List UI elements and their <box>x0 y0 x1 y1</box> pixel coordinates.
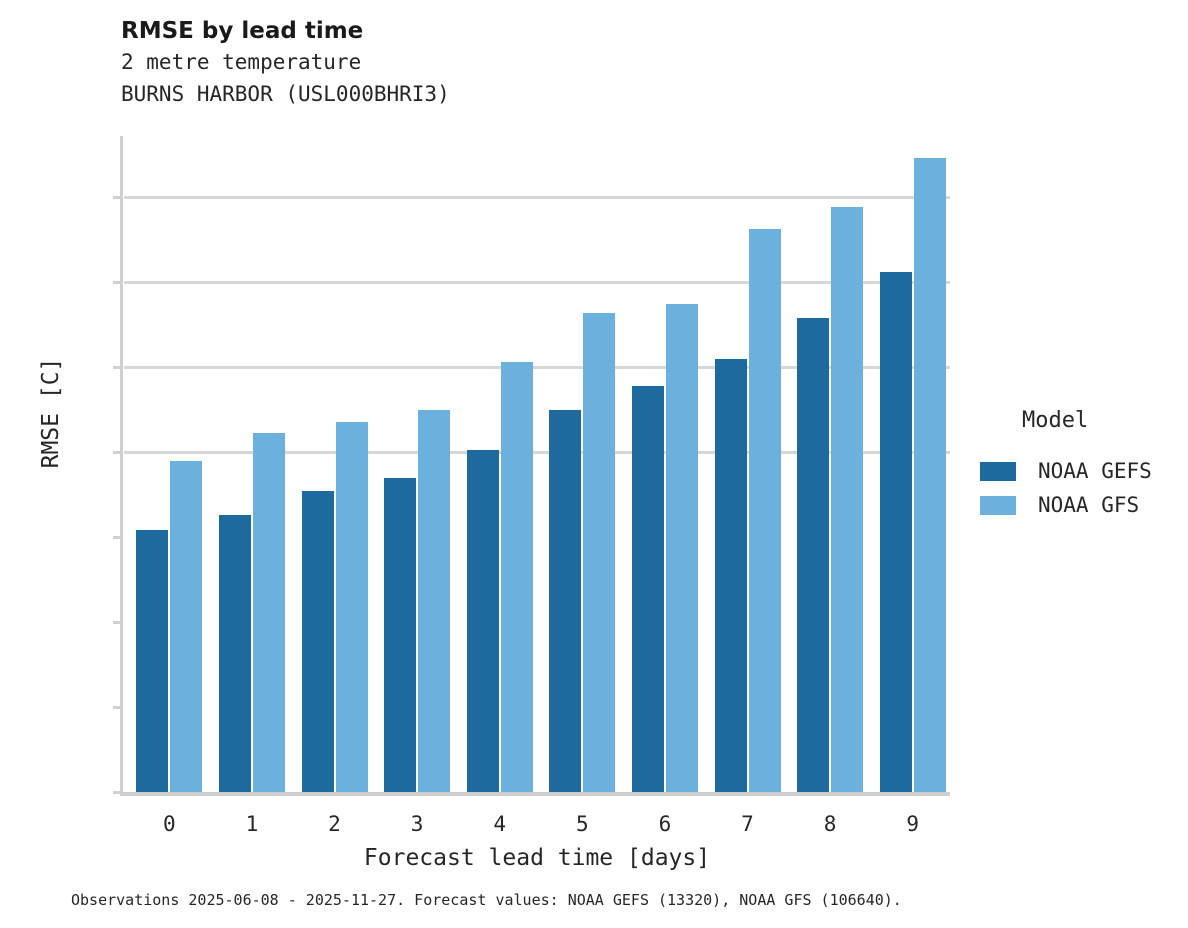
x-tick-label: 9 <box>906 812 920 836</box>
legend-item[interactable]: NOAA GEFS <box>980 454 1152 488</box>
x-tick-label: 0 <box>162 812 176 836</box>
gridline <box>124 451 950 455</box>
bar <box>797 317 830 792</box>
y-tick-mark <box>113 281 121 285</box>
y-tick-mark <box>113 791 121 794</box>
bar <box>418 409 451 792</box>
bar <box>500 362 533 792</box>
bar <box>714 358 747 792</box>
bar <box>136 530 169 792</box>
x-tick-label: 3 <box>410 812 424 836</box>
x-tick-label: 8 <box>823 812 837 836</box>
bar <box>170 460 203 792</box>
bar <box>631 385 664 792</box>
x-tick-label: 2 <box>328 812 341 836</box>
x-axis-spine <box>120 792 950 796</box>
bar <box>335 421 368 792</box>
bar <box>913 158 946 792</box>
x-tick-label: 6 <box>658 812 672 836</box>
bar <box>466 450 499 792</box>
legend-entries: NOAA GEFS NOAA GFS <box>980 454 1152 522</box>
legend-item[interactable]: NOAA GFS <box>980 488 1152 522</box>
legend-title: Model <box>1022 408 1089 433</box>
x-tick-label: 7 <box>741 812 754 836</box>
bar <box>301 491 334 792</box>
bar <box>831 207 864 792</box>
bar <box>665 304 698 792</box>
x-tick-label: 4 <box>493 812 507 836</box>
y-tick-mark <box>113 706 121 710</box>
gridline <box>124 281 950 285</box>
legend-swatch-icon <box>980 495 1016 515</box>
gridline <box>124 366 950 370</box>
bar <box>384 477 417 792</box>
page-title: RMSE by lead time <box>121 18 364 44</box>
x-tick-label: 5 <box>575 812 589 836</box>
y-axis-title: RMSE [C] <box>38 357 64 469</box>
bar <box>549 409 582 792</box>
bar <box>218 515 251 792</box>
y-tick-mark <box>113 451 121 455</box>
bar <box>252 433 285 792</box>
y-tick-mark <box>113 196 121 200</box>
legend-swatch-icon <box>980 461 1016 481</box>
chart-subtitle-variable: 2 metre temperature <box>121 50 362 74</box>
y-tick-mark <box>113 536 121 540</box>
bar <box>748 229 781 792</box>
y-tick-mark <box>113 621 121 625</box>
legend: Model NOAA GEFS NOAA GFS <box>980 410 1152 522</box>
x-axis-title: Forecast lead time [days] <box>363 845 711 871</box>
legend-label: NOAA GEFS <box>1038 458 1152 483</box>
legend-label: NOAA GFS <box>1038 492 1140 517</box>
x-tick-label: 1 <box>245 812 259 836</box>
footnote: Observations 2025-06-08 - 2025-11-27. Fo… <box>71 891 902 909</box>
y-tick-mark <box>113 366 121 370</box>
bar <box>583 312 616 792</box>
title-block: RMSE by lead time 2 metre temperature BU… <box>121 16 450 110</box>
bar <box>879 271 912 792</box>
chart-subtitle-station: BURNS HARBOR (USL000BHRI3) <box>121 82 450 106</box>
y-axis-spine <box>120 136 123 796</box>
gridline <box>124 196 950 200</box>
